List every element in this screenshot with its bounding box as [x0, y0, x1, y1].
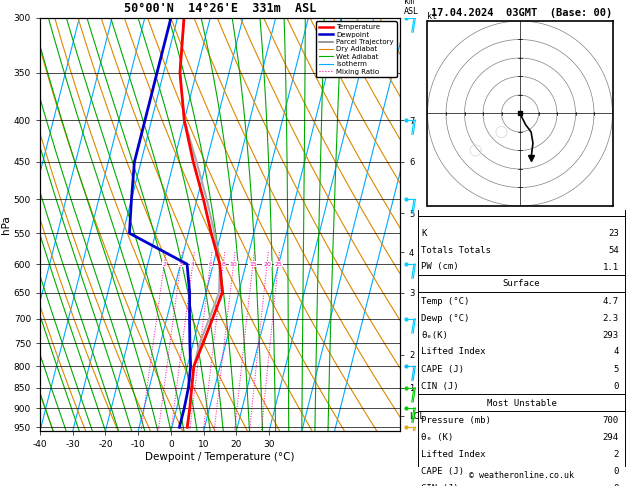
Text: K: K [421, 228, 426, 238]
Text: 23: 23 [608, 228, 619, 238]
Text: Most Unstable: Most Unstable [487, 399, 557, 407]
Text: 50°00'N  14°26'E  331m  ASL: 50°00'N 14°26'E 331m ASL [124, 2, 316, 15]
Text: 4: 4 [191, 261, 195, 267]
Text: 15: 15 [249, 261, 257, 267]
Text: 20: 20 [263, 261, 271, 267]
Text: 294: 294 [603, 433, 619, 441]
Text: 4.7: 4.7 [603, 296, 619, 306]
Text: CIN (J): CIN (J) [421, 484, 459, 486]
Text: 17.04.2024  03GMT  (Base: 00): 17.04.2024 03GMT (Base: 00) [431, 8, 613, 18]
Text: 4: 4 [613, 347, 619, 357]
Text: 700: 700 [603, 416, 619, 424]
X-axis label: Dewpoint / Temperature (°C): Dewpoint / Temperature (°C) [145, 452, 295, 462]
Text: 2.3: 2.3 [603, 313, 619, 323]
Text: © weatheronline.co.uk: © weatheronline.co.uk [469, 471, 574, 480]
Text: km
ASL: km ASL [404, 0, 419, 16]
Text: 6: 6 [208, 261, 212, 267]
Text: PW (cm): PW (cm) [421, 262, 459, 272]
Text: 293: 293 [603, 330, 619, 340]
Text: CAPE (J): CAPE (J) [421, 467, 464, 475]
Text: 3: 3 [179, 261, 182, 267]
Y-axis label: hPa: hPa [1, 215, 11, 234]
Text: Lifted Index: Lifted Index [421, 347, 486, 357]
Text: Temp (°C): Temp (°C) [421, 296, 469, 306]
Text: 8: 8 [221, 261, 225, 267]
Text: 0: 0 [613, 467, 619, 475]
Legend: Temperature, Dewpoint, Parcel Trajectory, Dry Adiabat, Wet Adiabat, Isotherm, Mi: Temperature, Dewpoint, Parcel Trajectory… [316, 21, 396, 77]
Text: 1.1: 1.1 [603, 262, 619, 272]
Text: 25: 25 [274, 261, 282, 267]
Text: Dewp (°C): Dewp (°C) [421, 313, 469, 323]
Text: CAPE (J): CAPE (J) [421, 364, 464, 374]
Text: CIN (J): CIN (J) [421, 382, 459, 390]
Text: 0: 0 [613, 382, 619, 390]
Text: Lifted Index: Lifted Index [421, 450, 486, 458]
Text: 5: 5 [613, 364, 619, 374]
Text: Pressure (mb): Pressure (mb) [421, 416, 491, 424]
Text: 10: 10 [230, 261, 238, 267]
Text: θₑ(K): θₑ(K) [421, 330, 448, 340]
Text: Totals Totals: Totals Totals [421, 245, 491, 255]
Text: 2: 2 [613, 450, 619, 458]
Text: 0: 0 [613, 484, 619, 486]
Text: kt: kt [428, 12, 438, 21]
Text: θₑ (K): θₑ (K) [421, 433, 454, 441]
Text: 54: 54 [608, 245, 619, 255]
Text: 2: 2 [162, 261, 166, 267]
Text: Surface: Surface [503, 279, 540, 289]
